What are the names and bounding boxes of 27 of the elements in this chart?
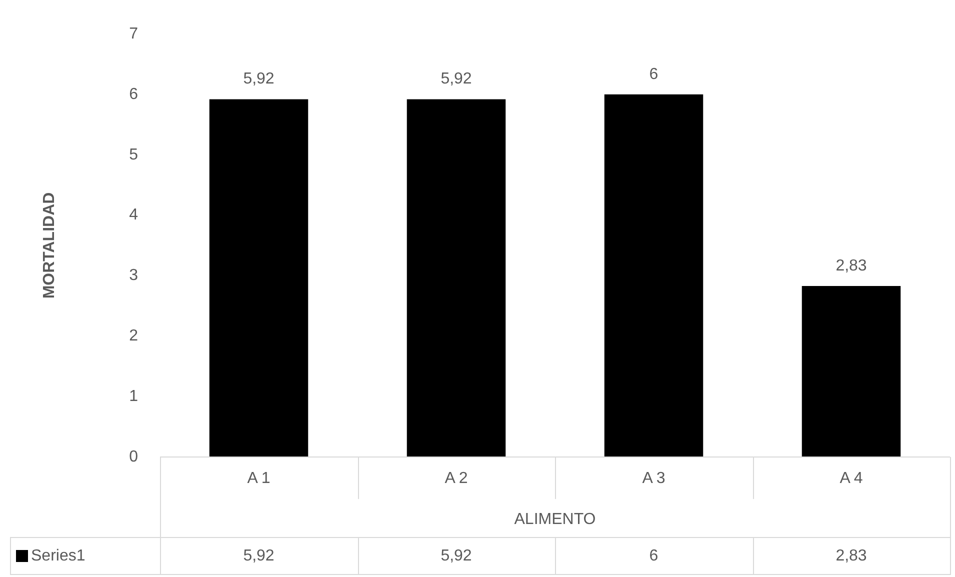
text: 5,92 (440, 70, 472, 88)
y-tick-label: 1 (129, 388, 138, 405)
data-label: 5,92 (243, 547, 274, 564)
legend-label: Series1 (31, 547, 86, 564)
text: 5,92 (243, 70, 274, 88)
bar (209, 99, 308, 457)
data-label: 6 (649, 547, 658, 564)
text: 2,83 (836, 257, 867, 274)
text: 6 (649, 66, 658, 83)
y-tick-label: 4 (129, 206, 138, 224)
x-tick-label: A 3 (642, 470, 666, 488)
y-tick-label: 5 (129, 146, 138, 164)
bar (604, 94, 704, 457)
data-label: 2,83 (836, 547, 867, 564)
y-tick-label: 0 (129, 448, 138, 466)
x-tick-label: A 2 (444, 470, 468, 488)
y-axis-title: MORTALIDAD (41, 192, 58, 299)
y-tick-label: 7 (129, 25, 138, 42)
x-tick-label: A 4 (840, 470, 863, 488)
y-tick-label: 2 (129, 328, 138, 345)
x-tick-label: A 1 (247, 470, 270, 488)
x-axis-title: ALIMENTO (514, 510, 596, 528)
y-tick-label: 3 (129, 267, 138, 284)
bar (802, 286, 901, 457)
data-label: 5,92 (440, 547, 472, 564)
bar (406, 99, 506, 457)
y-tick-label: 6 (129, 86, 138, 103)
